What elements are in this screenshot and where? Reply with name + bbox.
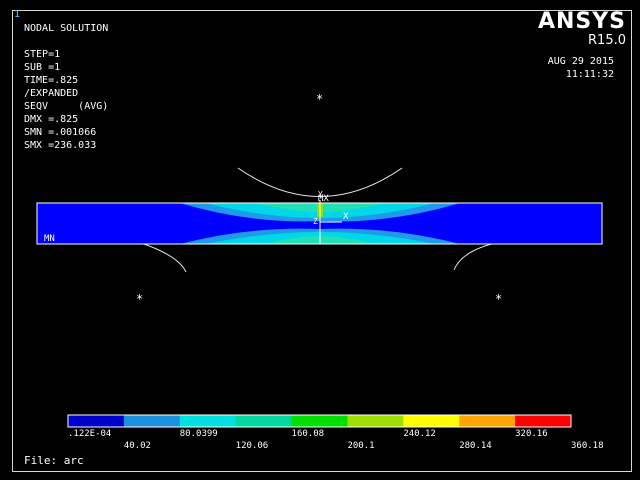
legend-label-bottom: 40.02 <box>124 441 151 451</box>
solution-header: NODAL SOLUTION STEP=1 SUB =1 TIME=.825/EXP… <box>24 22 108 152</box>
legend-swatch <box>123 415 181 427</box>
pilot-node-right: * <box>495 292 502 306</box>
legend-swatch <box>459 415 516 427</box>
legend-swatch <box>179 415 237 427</box>
solution-header-line: SUB =1 <box>24 62 61 73</box>
legend-swatch <box>291 415 348 427</box>
solution-header-line: DMX =.825 <box>24 114 79 125</box>
solution-header-line: SMX =236.033 <box>24 140 97 151</box>
legend-label-top: 80.0399 <box>180 429 218 439</box>
date-label: AUG 29 2015 <box>547 56 614 67</box>
legend-swatch <box>235 415 293 427</box>
legend-label-bottom: 360.18 <box>571 441 604 451</box>
window-number: 1 <box>14 9 21 20</box>
legend-label-top: 240.12 <box>403 429 436 439</box>
solution-header-line: NODAL SOLUTION <box>24 23 109 34</box>
viewport-frame <box>12 10 632 472</box>
solution-header-line: STEP=1 <box>24 49 61 60</box>
legend-swatch <box>68 415 125 427</box>
legend-swatch <box>515 415 572 427</box>
solution-header-line: TIME=.825 <box>24 75 79 86</box>
ansys-version: R15.0 <box>588 33 626 48</box>
ansys-logo: ANSYS <box>537 9 626 34</box>
min-label: MN <box>44 234 55 244</box>
upper-arc <box>237 167 403 197</box>
solution-header-line: SMN =.001066 <box>24 127 97 138</box>
legend-label-bottom: 200.1 <box>347 441 374 451</box>
solution-header-line: SEQV (AVG) <box>24 101 109 112</box>
pilot-node-left: * <box>136 292 143 306</box>
legend-label-top: 320.16 <box>515 429 548 439</box>
y-axis-label: Y <box>318 190 323 199</box>
ansys-brand: ANSYS R15.0 <box>538 10 626 48</box>
pilot-node-top: * <box>316 92 323 106</box>
x-axis-label: X <box>343 212 349 222</box>
legend-label-bottom: 280.14 <box>459 441 492 451</box>
lower-right-arc <box>453 241 501 271</box>
solution-header-line: /EXPANDED <box>24 88 79 99</box>
legend-label-bottom: 120.06 <box>236 441 269 451</box>
legend-label-top: 160.08 <box>292 429 325 439</box>
contour-legend: .122E-04 80.0399 160.08 240.12 320.16 40.02 12… <box>67 414 604 451</box>
lower-left-arc <box>137 241 187 273</box>
legend-swatch <box>347 415 404 427</box>
file-label: File: arc <box>24 454 84 467</box>
legend-outline <box>67 414 572 428</box>
time-label: 11:11:32 <box>565 69 614 80</box>
z-axis-label: Z <box>313 217 318 226</box>
legend-swatch <box>403 415 460 427</box>
legend-label-top: .122E-04 <box>68 429 111 439</box>
max-label: MX <box>318 194 329 204</box>
